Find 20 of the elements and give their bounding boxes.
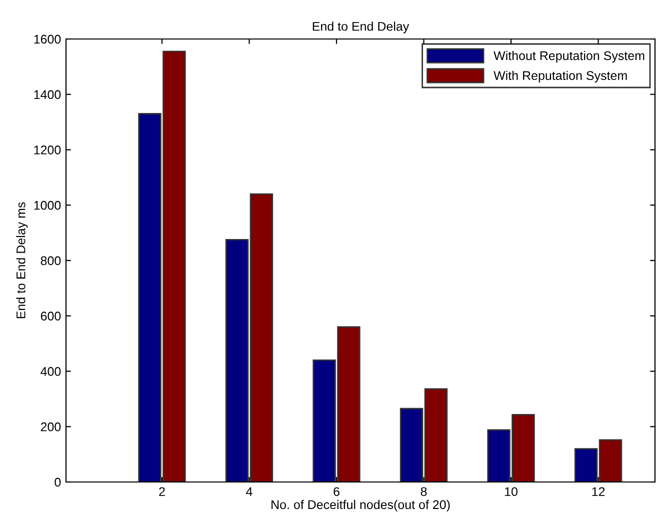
- y-tick-label: 1600: [34, 34, 61, 44]
- y-axis-title: End to End Delay ms: [16, 202, 28, 318]
- y-tick-label: 400: [40, 367, 61, 376]
- x-tick-label: 2: [159, 487, 165, 496]
- y-tick-label: 200: [40, 422, 61, 432]
- x-tick-label: 10: [505, 487, 518, 496]
- y-tick-label: 600: [40, 312, 61, 321]
- y-tick-label: 0: [54, 478, 61, 487]
- y-tick-label: 1200: [34, 146, 61, 154]
- x-tick-label: 4: [246, 487, 252, 496]
- legend-label: Without Reputation System: [494, 50, 644, 63]
- x-tick-label: 6: [334, 487, 340, 496]
- x-axis-title: No. of Deceitful nodes(out of 20): [272, 500, 450, 512]
- legend-label: With Reputation System: [494, 70, 627, 82]
- y-tick-label: 1400: [34, 90, 61, 100]
- x-tick-label: 12: [592, 487, 605, 496]
- y-tick-label: 1000: [34, 200, 61, 210]
- chart-title: End to End Delay: [312, 22, 410, 34]
- y-tick-label: 800: [40, 256, 61, 266]
- x-tick-label: 8: [420, 487, 427, 496]
